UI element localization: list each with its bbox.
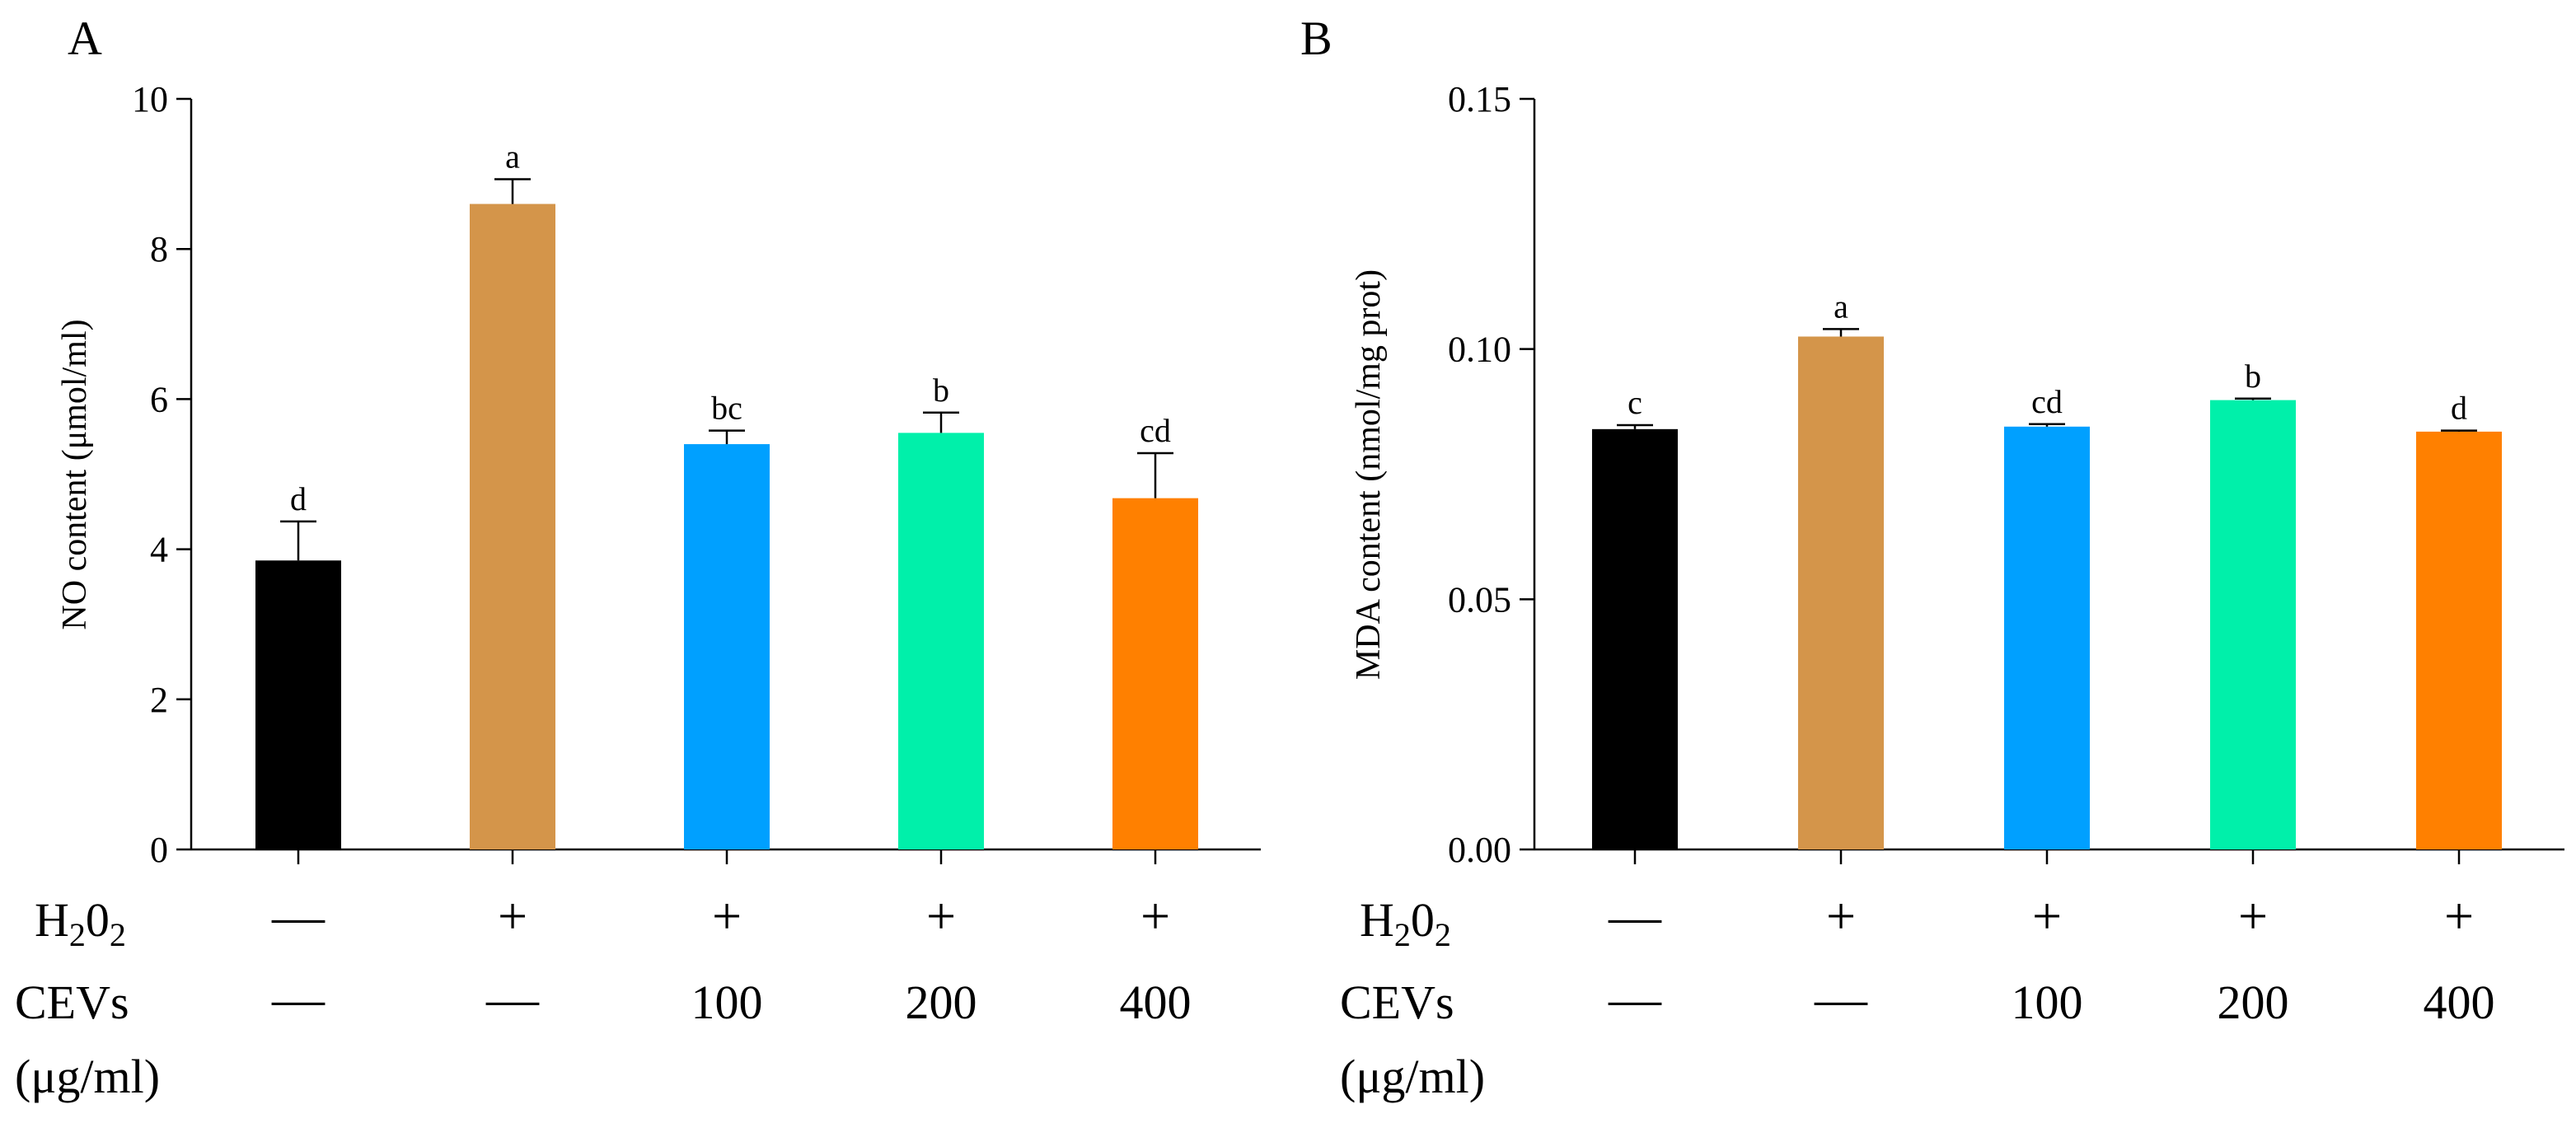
panel-b-h2o2-label: H202: [1360, 893, 1451, 953]
panel-a-h2o2-cell: +: [926, 887, 956, 945]
panel-a-bar: [255, 560, 341, 849]
panel-a-h2o2-cell: +: [712, 887, 742, 945]
panel-b-significance-label: c: [1628, 384, 1642, 421]
panel-b-h2o2-cell: +: [1826, 887, 1856, 945]
panel-b-significance-label: a: [1834, 288, 1848, 325]
panel-b-cevs-unit: (μg/ml): [1340, 1050, 1485, 1103]
panel-b-significance-label: cd: [2031, 383, 2063, 420]
panel-a-cevs-cell: —: [271, 969, 326, 1027]
panel-a-cevs-cell: 400: [1120, 976, 1192, 1029]
panel-b-h2o2-cell: +: [2238, 887, 2268, 945]
panel-a-y-tick-label: 8: [150, 229, 168, 269]
panel-b-cevs-label: CEVs: [1340, 976, 1454, 1029]
panel-a-y-tick-label: 6: [150, 379, 168, 419]
panel-a-h2o2-label: H202: [35, 893, 126, 953]
panel-a-bar: [470, 204, 555, 850]
panel-a-significance-label: d: [290, 480, 307, 517]
panel-b-y-axis-title: MDA content (nmol/mg prot): [1350, 269, 1388, 680]
panel-b-bar: [1592, 428, 1678, 849]
panel-a-h2o2-cell: —: [271, 887, 326, 945]
panel-b-y-tick-label: 0.00: [1448, 830, 1511, 870]
panel-b-cevs-cell: 200: [2218, 976, 2289, 1029]
panel-b-treatment-table: H202 CEVs (μg/ml) — + + + + — — 100 200 400: [1340, 887, 2495, 1103]
panel-b-bar: [2416, 431, 2502, 849]
panel-a-y-tick-label: 10: [132, 79, 168, 119]
panel-b-bar: [2004, 426, 2090, 849]
panel-a-y-tick-label: 2: [150, 680, 168, 720]
panel-b-significance-label: b: [2245, 358, 2261, 395]
panel-a-cevs-cell: 100: [691, 976, 763, 1029]
panel-a-significance-label: bc: [711, 390, 742, 427]
panel-a-y-tick-label: 0: [150, 830, 168, 870]
panel-b-h2o2-cell: +: [2444, 887, 2474, 945]
panel-b-bar: [1798, 336, 1884, 849]
panel-b-cevs-row: — — 100 200 400: [1608, 969, 2495, 1029]
panel-a: A 0 2 4 6 8 10 NO content (μmol/ml) d a bc b cd H20…: [15, 12, 1261, 1103]
panel-a-treatment-table: H202 CEVs (μg/ml) — + + + + — — 100 200 400: [15, 887, 1192, 1103]
panel-a-significance-label: cd: [1140, 412, 1171, 449]
panel-b-h2o2-cell: —: [1608, 887, 1662, 945]
panel-b-h2o2-cell: +: [2032, 887, 2062, 945]
panel-b-y-tick-label: 0.15: [1448, 79, 1511, 119]
panel-a-bar: [1112, 498, 1198, 849]
panel-b-significance-label: d: [2451, 390, 2467, 427]
panel-b-cevs-cell: 100: [2012, 976, 2083, 1029]
panel-b-cevs-cell: 400: [2424, 976, 2495, 1029]
panel-b-plot: 0.00 0.05 0.10 0.15 MDA content (nmol/mg pro…: [1350, 79, 2564, 870]
panel-a-y-axis-title: NO content (μmol/ml): [56, 319, 94, 629]
panel-b-cevs-cell: —: [1814, 969, 1868, 1027]
panel-b-y-tick-label: 0.10: [1448, 330, 1511, 370]
panel-a-letter: A: [68, 12, 102, 65]
panel-a-bar: [898, 433, 984, 849]
panel-b-bar: [2210, 400, 2296, 850]
panel-a-cevs-cell: 200: [906, 976, 977, 1029]
panel-a-significance-label: b: [933, 372, 949, 409]
panel-a-cevs-row: — — 100 200 400: [271, 969, 1192, 1029]
panel-a-h2o2-row: — + + + +: [271, 887, 1170, 945]
panel-b-y-tick-label: 0.05: [1448, 579, 1511, 620]
panel-b-h2o2-row: — + + + +: [1608, 887, 2474, 945]
panel-a-plot: 0 2 4 6 8 10 NO content (μmol/ml) d a bc b cd: [56, 79, 1261, 870]
panel-a-h2o2-cell: +: [498, 887, 527, 945]
panel-a-cevs-label: CEVs: [15, 976, 129, 1029]
panel-b-letter: B: [1300, 12, 1332, 65]
panel-a-h2o2-cell: +: [1140, 887, 1170, 945]
panel-b-cevs-cell: —: [1608, 969, 1662, 1027]
panel-a-significance-label: a: [505, 138, 520, 175]
panel-a-bar: [684, 444, 770, 849]
panel-a-cevs-unit: (μg/ml): [15, 1050, 160, 1103]
panel-a-cevs-cell: —: [485, 969, 540, 1027]
panel-b: B 0.00 0.05 0.10 0.15 MDA content (nmol/mg p…: [1300, 12, 2564, 1103]
panel-a-y-tick-label: 4: [150, 530, 168, 570]
